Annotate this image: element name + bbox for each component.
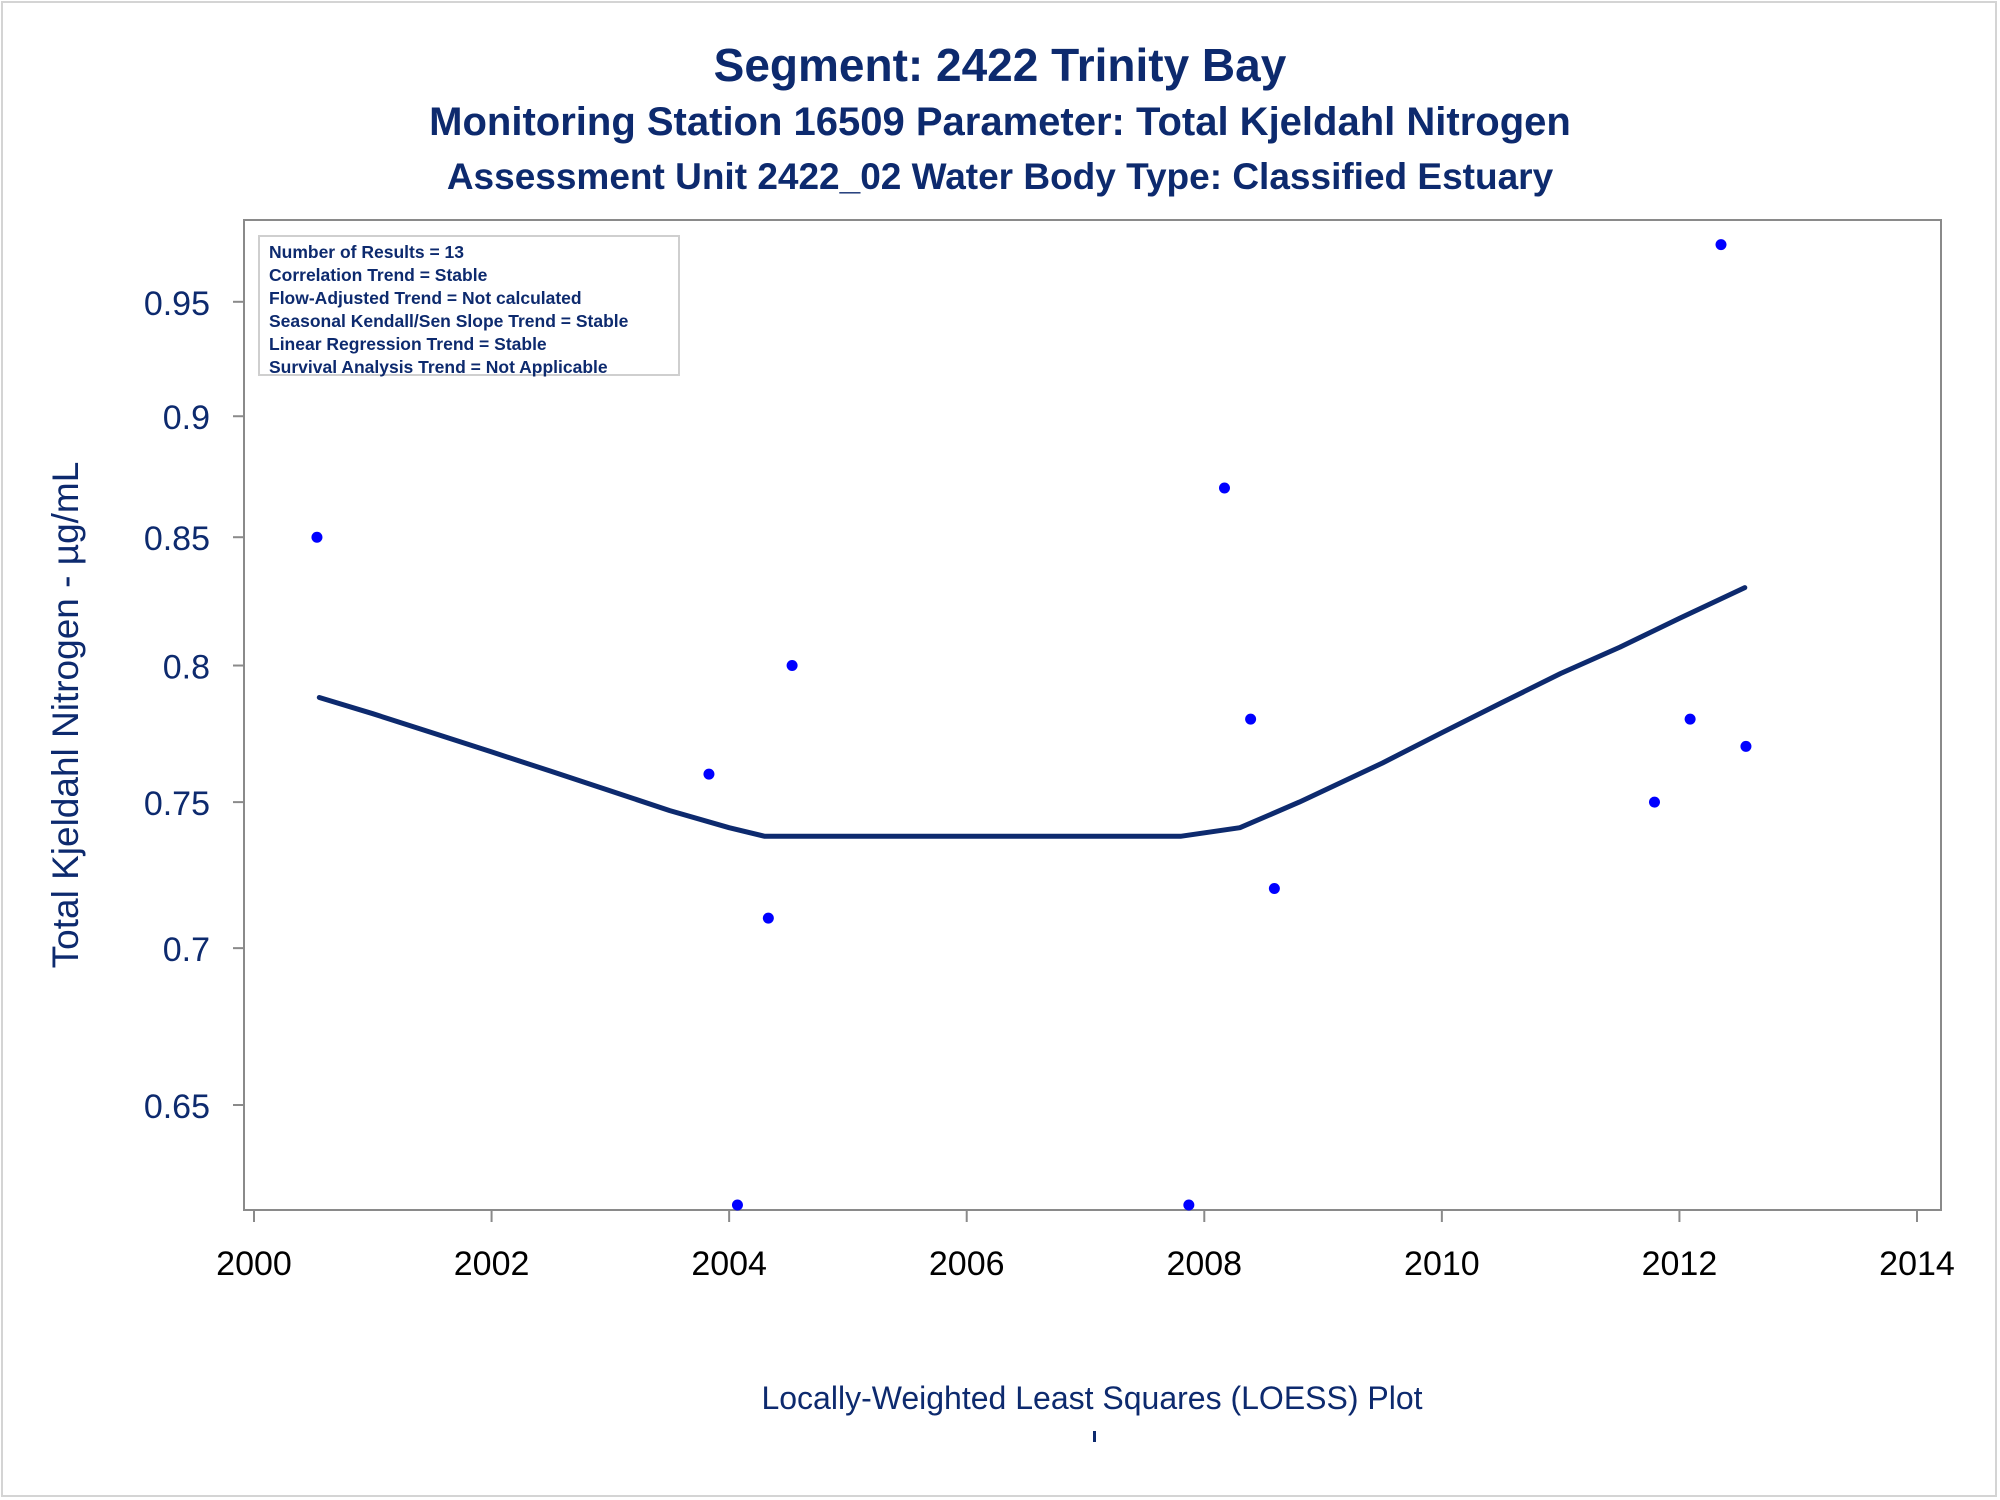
y-tick-label: 0.9	[163, 399, 210, 437]
data-point	[311, 531, 323, 543]
data-point	[1715, 239, 1727, 251]
y-tick-label: 0.75	[144, 785, 210, 823]
x-tick-label: 2002	[454, 1245, 530, 1283]
y-axis-label: Total Kjeldahl Nitrogen - µg/mL	[45, 462, 86, 969]
y-tick-label: 0.85	[144, 520, 210, 558]
x-tick-label: 2000	[216, 1245, 292, 1283]
x-tick-label: 2012	[1642, 1245, 1718, 1283]
data-point	[703, 768, 715, 780]
y-tick-label: 0.95	[144, 285, 210, 323]
y-tick-label: 0.65	[144, 1088, 210, 1126]
plot-footnote: Locally-Weighted Least Squares (LOESS) P…	[761, 1380, 1423, 1416]
chart-title: Segment: 2422 Trinity Bay	[713, 39, 1287, 91]
trend-stats-box: Number of Results = 13 Correlation Trend…	[258, 235, 680, 377]
x-tick-label: 2008	[1166, 1245, 1242, 1283]
y-tick-label: 0.8	[163, 649, 210, 687]
data-point	[1218, 482, 1230, 494]
y-tick-label: 0.7	[163, 931, 210, 969]
y-axis: 0.65 0.7 0.75 0.8 0.85 0.9 0.95	[144, 285, 244, 1126]
stat-line: Seasonal Kendall/Sen Slope Trend = Stabl…	[269, 311, 629, 331]
stat-line: Flow-Adjusted Trend = Not calculated	[269, 288, 582, 308]
chart-subtitle-station: Monitoring Station 16509 Parameter: Tota…	[429, 100, 1571, 144]
x-tick-label: 2014	[1879, 1245, 1955, 1283]
plot-area-border	[243, 219, 1942, 1211]
chart-subtitle-assessment: Assessment Unit 2422_02 Water Body Type:…	[446, 156, 1554, 197]
data-point	[1648, 796, 1660, 808]
data-point	[731, 1199, 743, 1211]
data-points	[311, 239, 1752, 1211]
stat-line: Correlation Trend = Stable	[269, 265, 488, 285]
data-point	[1183, 1199, 1195, 1211]
stat-line: Survival Analysis Trend = Not Applicable	[269, 357, 608, 377]
data-point	[762, 912, 774, 924]
x-axis: 2000 2002 2004 2006 2008 2010 2012 2014	[216, 1210, 1955, 1283]
x-tick-label: 2010	[1404, 1245, 1480, 1283]
stat-line: Number of Results = 13	[269, 242, 464, 262]
data-point	[1684, 713, 1696, 725]
footnote-mark	[1093, 1431, 1096, 1442]
data-point	[1245, 713, 1257, 725]
stat-line: Linear Regression Trend = Stable	[269, 334, 547, 354]
data-point	[786, 660, 798, 672]
x-tick-label: 2006	[929, 1245, 1005, 1283]
loess-line	[316, 585, 1748, 839]
data-point	[1740, 740, 1752, 752]
x-tick-label: 2004	[691, 1245, 767, 1283]
data-point	[1268, 883, 1280, 895]
